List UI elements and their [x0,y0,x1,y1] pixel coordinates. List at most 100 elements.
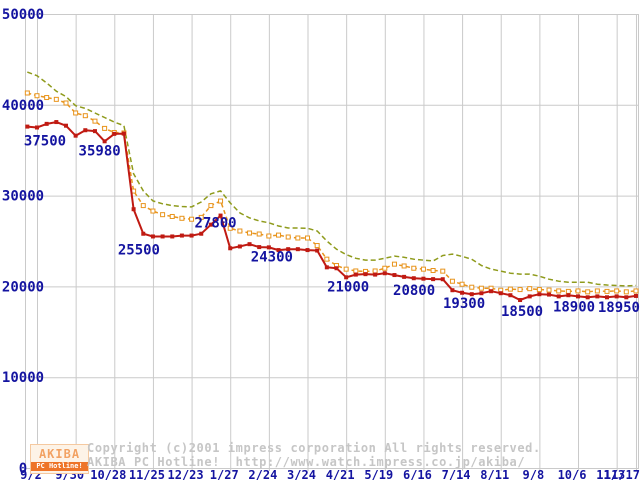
price-label: 18950 [598,300,640,316]
data-point-marker [595,294,600,299]
x-tick-label: 11/17 [604,468,640,480]
series-upper-dashed-olive [27,71,637,287]
data-point-marker [459,281,465,287]
data-point-marker [508,293,513,298]
data-point-marker [420,266,426,272]
data-point-marker [421,276,426,281]
data-point-marker [218,198,224,204]
data-point-marker [150,234,155,239]
data-point-marker [479,291,484,296]
data-point-marker [460,290,465,295]
data-point-marker [585,289,591,295]
price-label: 35980 [79,143,121,159]
x-tick-label: 7/14 [442,468,471,480]
data-point-marker [237,228,243,234]
price-label: 27800 [194,216,236,232]
x-tick-label: 10/28 [90,468,126,480]
data-point-marker [73,110,79,116]
series-line [27,121,637,301]
price-label: 19300 [443,296,485,312]
data-point-marker [286,247,291,252]
data-point-marker [363,272,368,277]
data-point-marker [324,256,330,262]
data-point-marker [112,131,117,136]
data-point-marker [392,273,397,278]
data-point-marker [547,292,552,297]
data-point-marker [295,235,301,241]
series-line [27,71,637,287]
x-tick-label: 6/16 [403,468,432,480]
data-point-marker [208,203,214,209]
data-point-marker [208,222,213,227]
data-point-marker [343,266,349,272]
data-point-marker [34,93,40,99]
data-point-marker [247,230,253,236]
data-point-marker [237,244,242,249]
y-axis-labels: 50000 40000 30000 20000 10000 0 [2,7,44,477]
data-point-marker [160,234,165,239]
data-point-marker [440,268,446,274]
data-point-marker [594,288,600,294]
data-point-marker [527,294,532,299]
data-point-marker [372,268,378,274]
data-point-marker [285,234,291,240]
data-point-marker [633,293,638,298]
data-point-marker [276,232,282,238]
data-point-marker [536,287,542,293]
data-point-marker [179,215,185,221]
data-point-marker [140,203,146,209]
data-point-marker [179,233,184,238]
series-lower-solid-red [25,120,638,303]
data-point-marker [401,263,407,269]
price-label: 25500 [118,242,160,258]
x-tick-label: 1/27 [210,468,239,480]
x-tick-label: 12/23 [168,468,204,480]
data-point-marker [83,128,88,133]
price-label: 24300 [251,249,293,265]
data-point-marker [565,288,571,294]
data-point-marker [44,121,49,126]
data-point-marker [295,247,300,252]
data-point-marker [585,295,590,300]
x-axis-labels: 9/2 9/30 10/28 11/25 12/23 1/27 2/24 3/24 4/21 5/… [20,468,640,480]
data-point-marker [402,274,407,279]
x-tick-label: 10/6 [558,468,587,480]
data-point-marker [247,242,252,247]
data-point-marker [150,208,156,214]
data-point-marker [315,248,320,253]
price-label: 18500 [501,304,543,320]
data-point-marker [604,295,609,300]
data-point-marker [353,268,359,274]
data-point-marker [35,125,39,130]
data-point-marker [170,234,175,239]
y-tick-label: 30000 [2,189,44,205]
data-point-marker [546,287,552,293]
data-point-marker [228,246,233,251]
data-point-marker [449,278,455,284]
y-tick-label: 10000 [2,370,44,386]
data-point-marker [469,284,475,290]
data-point-marker [527,286,533,292]
data-point-marker [556,288,562,294]
copyright-line2: AKIBA PC Hotline! http://www.watch.impre… [87,455,526,469]
y-tick-label: 20000 [2,279,44,295]
price-label: 20800 [393,283,435,299]
y-tick-label: 40000 [2,98,44,114]
data-point-marker [169,213,175,219]
data-point-marker [44,95,50,101]
data-point-marker [266,233,272,239]
x-tick-label: 11/25 [129,468,165,480]
data-point-marker [353,272,358,277]
data-point-marker [218,213,223,218]
x-tick-label: 2/24 [248,468,277,480]
data-point-marker [198,214,204,220]
data-point-marker [121,131,126,136]
copyright-line1: Copyright (c)2001 impress corporation Al… [87,441,541,455]
y-tick-label: 50000 [2,7,44,23]
data-point-marker [566,293,571,298]
data-point-marker [556,294,561,299]
series-line [27,92,637,293]
data-point-marker [257,245,262,250]
data-point-marker [131,207,136,212]
